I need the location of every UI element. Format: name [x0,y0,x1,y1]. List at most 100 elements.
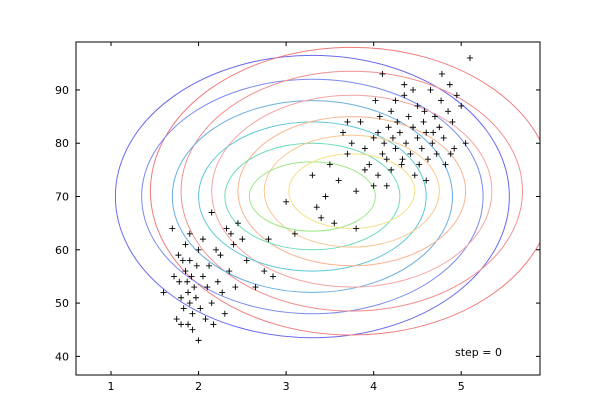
data-point [410,124,417,131]
data-point [353,225,360,232]
data-point [423,129,430,136]
data-point [199,273,206,280]
data-point [213,246,220,253]
x-tick-label: 2 [195,380,202,393]
y-tick-label: 40 [55,350,69,363]
data-point [445,108,452,115]
data-point [403,140,410,147]
data-point [169,225,176,232]
data-point [173,316,180,323]
data-point [309,172,316,179]
y-tick-label: 80 [55,137,69,150]
contour-ellipse-11 [288,153,416,229]
contour-ellipse-8 [224,142,401,251]
data-point [171,273,178,280]
data-point [214,278,221,285]
data-point [227,230,234,237]
data-point [458,102,465,109]
data-point [160,289,167,296]
data-point [449,118,456,125]
data-point [234,220,241,227]
data-point [340,129,347,136]
data-point [185,321,192,328]
data-point [357,118,364,125]
data-point [370,182,377,189]
contour-ellipses [114,46,540,339]
data-point [226,268,233,275]
contour-ellipse-1 [149,46,540,336]
data-point [208,300,215,307]
data-point [217,252,224,259]
x-tick-label: 5 [458,380,465,393]
data-point [427,86,434,93]
data-point [388,166,395,173]
data-point [399,156,406,163]
data-point [379,150,386,157]
data-point [396,129,403,136]
data-point [394,118,401,125]
data-point [466,54,473,61]
data-point [182,268,189,275]
data-point [411,172,418,179]
data-point [175,252,182,259]
contour-ellipse-6 [198,121,427,272]
data-point [221,310,228,317]
data-point [440,134,447,141]
data-point [414,102,421,109]
data-point [182,241,189,248]
contour-ellipse-2 [141,78,484,315]
y-tick-label: 50 [55,297,69,310]
x-tick-label: 3 [283,380,290,393]
contour-ellipse-9 [263,134,440,248]
data-point [405,113,412,120]
data-point [431,113,438,120]
data-point [376,113,383,120]
data-point [389,134,396,141]
data-point [232,284,239,291]
data-point [361,145,368,152]
data-point [204,284,211,291]
data-point [179,257,186,264]
data-point [453,92,460,99]
data-point [392,97,399,104]
data-point [388,108,395,115]
data-point [398,161,405,168]
data-point [429,140,436,147]
data-point [185,289,192,296]
data-point [416,161,423,168]
data-point [447,150,454,157]
data-point [283,198,290,205]
data-point [243,257,250,264]
data-point [344,150,351,157]
contour-ellipse-3 [180,70,523,312]
data-point [186,257,193,264]
data-point [375,172,382,179]
data-point [223,225,230,232]
data-point [379,70,386,77]
data-point [186,230,193,237]
data-point [401,81,408,88]
data-point [331,220,338,227]
data-point [348,140,355,147]
data-point [420,118,427,125]
y-tick-label: 90 [55,84,69,97]
data-point [189,326,196,333]
data-point [265,236,272,243]
data-point [180,305,187,312]
data-point [197,305,204,312]
data-point [366,161,373,168]
plot-frame [75,41,541,376]
data-point [269,273,276,280]
data-point [318,214,325,221]
data-point [199,236,206,243]
data-point [176,278,183,285]
data-point [383,156,390,163]
data-point [353,188,360,195]
y-tick-label: 60 [55,244,69,257]
data-point [430,129,437,136]
data-point [210,321,217,328]
data-point [261,268,268,275]
data-point [191,284,198,291]
data-point [436,124,443,131]
